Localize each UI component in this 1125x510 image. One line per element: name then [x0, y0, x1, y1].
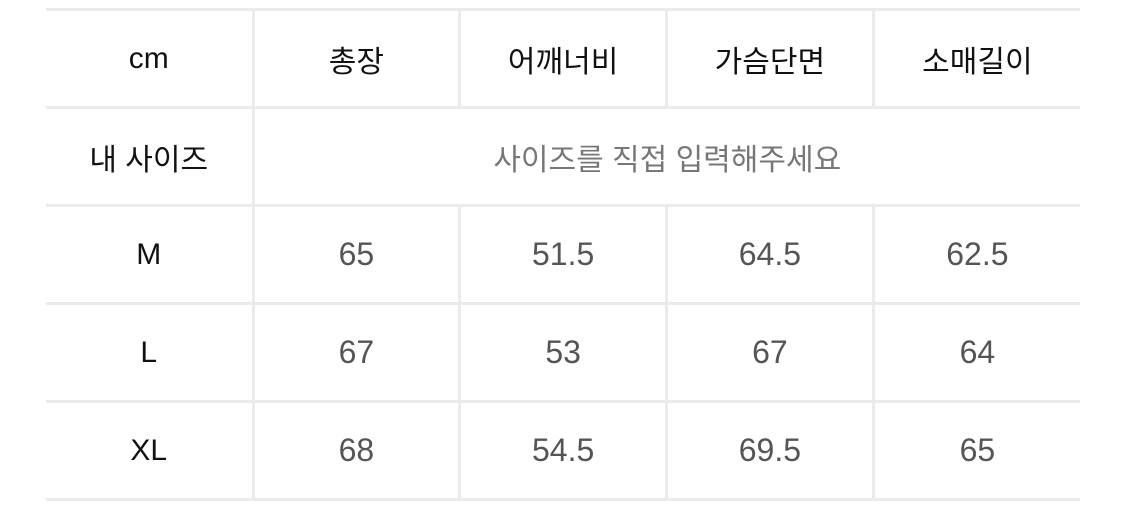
size-label: L: [46, 302, 255, 403]
size-table: cm 총장 어깨너비 가슴단면 소매길이 내 사이즈 사이즈를 직접 입력해주세…: [46, 8, 1080, 501]
table-cell: 64.5: [665, 204, 875, 305]
table-row: XL 68 54.5 69.5 65: [46, 400, 1080, 501]
table-cell: 68: [251, 400, 462, 501]
table-row: L 67 53 67 64: [46, 302, 1080, 403]
table-cell: 62.5: [871, 204, 1080, 305]
column-header: 소매길이: [871, 8, 1080, 109]
table-cell: 64: [871, 302, 1080, 403]
table-cell: 65: [251, 204, 462, 305]
size-label: M: [46, 204, 255, 305]
table-cell: 53: [458, 302, 668, 403]
column-header: 어깨너비: [458, 8, 668, 109]
table-cell: 67: [665, 302, 875, 403]
my-size-input[interactable]: 사이즈를 직접 입력해주세요: [251, 106, 1080, 207]
my-size-row: 내 사이즈 사이즈를 직접 입력해주세요: [46, 106, 1080, 207]
size-label: XL: [46, 400, 255, 501]
table-cell: 69.5: [665, 400, 875, 501]
header-row: cm 총장 어깨너비 가슴단면 소매길이: [46, 8, 1080, 109]
table-cell: 65: [871, 400, 1080, 501]
column-header: 가슴단면: [665, 8, 875, 109]
table-cell: 51.5: [458, 204, 668, 305]
unit-header: cm: [46, 8, 255, 109]
table-row: M 65 51.5 64.5 62.5: [46, 204, 1080, 305]
table-cell: 67: [251, 302, 462, 403]
column-header: 총장: [251, 8, 462, 109]
my-size-label: 내 사이즈: [46, 106, 255, 207]
table-cell: 54.5: [458, 400, 668, 501]
